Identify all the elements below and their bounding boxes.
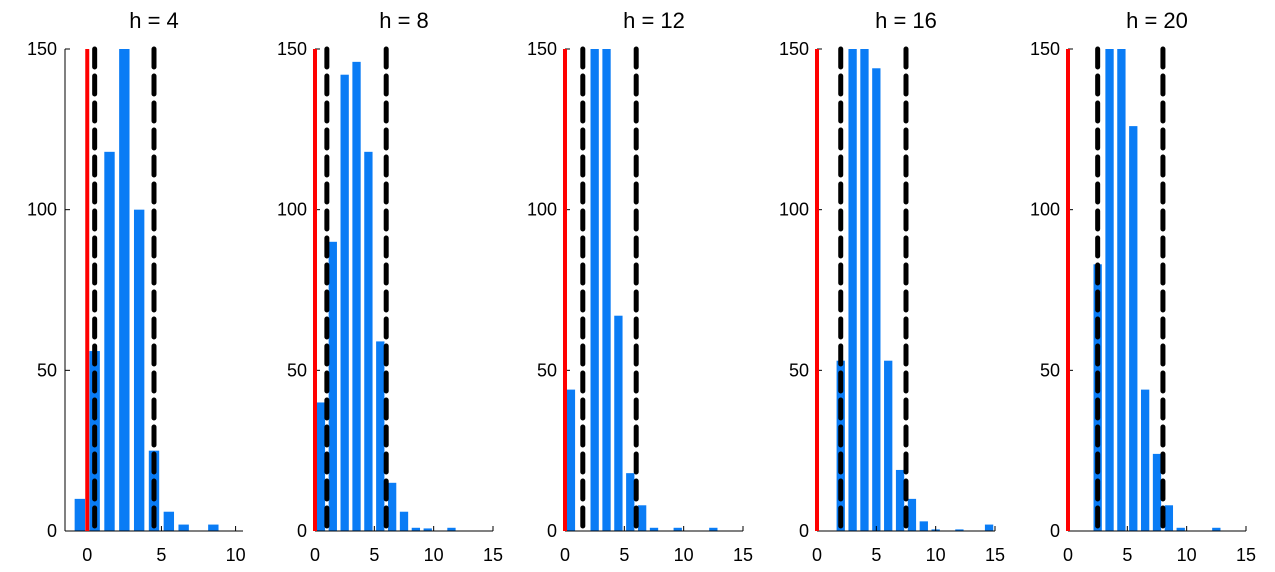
bar: [602, 49, 611, 531]
y-tick-label: 100: [27, 200, 57, 220]
bar: [955, 529, 964, 531]
bar: [423, 528, 432, 531]
bar: [1140, 389, 1150, 531]
panel-title: h = 4: [129, 8, 179, 33]
bar: [907, 498, 917, 531]
bar: [848, 49, 857, 531]
x-tick-label: 15: [985, 545, 1005, 565]
y-tick-label: 0: [547, 521, 557, 541]
bar: [340, 74, 349, 531]
bar: [1117, 49, 1126, 531]
bar: [376, 341, 385, 531]
y-tick-label: 100: [277, 200, 307, 220]
x-tick-label: 10: [926, 545, 946, 565]
bar: [1105, 49, 1114, 531]
y-tick-label: 50: [789, 360, 809, 380]
bar: [895, 469, 905, 531]
bar: [614, 315, 623, 531]
x-tick-label: 10: [424, 545, 444, 565]
y-tick-label: 100: [779, 200, 809, 220]
y-tick-label: 0: [47, 521, 57, 541]
x-tick-label: 5: [1122, 545, 1132, 565]
x-tick-label: 0: [1063, 545, 1073, 565]
x-tick-label: 0: [560, 545, 570, 565]
y-tick-label: 50: [537, 360, 557, 380]
bar: [1129, 126, 1138, 532]
bar: [399, 511, 409, 531]
x-tick-label: 0: [812, 545, 822, 565]
x-tick-label: 0: [310, 545, 320, 565]
bar: [387, 482, 397, 531]
bar: [133, 209, 145, 531]
bar: [566, 389, 576, 531]
y-tick-label: 150: [1030, 39, 1060, 59]
bar: [1212, 527, 1221, 531]
y-tick-label: 100: [1030, 200, 1060, 220]
y-tick-label: 150: [779, 39, 809, 59]
bar: [178, 524, 189, 531]
bar: [316, 402, 326, 531]
x-tick-label: 10: [674, 545, 694, 565]
bar: [709, 527, 718, 531]
bar: [637, 505, 647, 531]
x-tick-label: 15: [733, 545, 753, 565]
bar: [328, 241, 337, 532]
panel-title: h = 20: [1126, 8, 1188, 33]
x-tick-label: 5: [156, 545, 166, 565]
panel-title: h = 12: [623, 8, 685, 33]
x-tick-label: 15: [1236, 545, 1256, 565]
bar: [1164, 505, 1174, 531]
y-tick-label: 100: [527, 200, 557, 220]
bar: [352, 61, 361, 531]
x-tick-label: 15: [483, 545, 503, 565]
bar: [673, 527, 682, 531]
bar: [411, 527, 421, 531]
x-tick-label: 0: [82, 545, 92, 565]
panel-title: h = 8: [379, 8, 429, 33]
x-tick-label: 5: [619, 545, 629, 565]
x-tick-label: 5: [369, 545, 379, 565]
y-tick-label: 50: [287, 360, 307, 380]
bar: [872, 68, 881, 531]
bar: [626, 473, 635, 531]
bar: [364, 151, 373, 531]
y-tick-label: 50: [37, 360, 57, 380]
panel-title: h = 16: [875, 8, 937, 33]
x-tick-label: 10: [1177, 545, 1197, 565]
bar: [919, 521, 928, 531]
bar: [649, 527, 659, 531]
bar: [119, 49, 130, 531]
y-tick-label: 150: [27, 39, 57, 59]
bar: [860, 49, 869, 531]
y-tick-label: 50: [1040, 360, 1060, 380]
y-tick-label: 0: [297, 521, 307, 541]
y-tick-label: 150: [277, 39, 307, 59]
bar: [1152, 453, 1162, 531]
x-tick-label: 5: [871, 545, 881, 565]
y-tick-label: 150: [527, 39, 557, 59]
bar: [984, 524, 994, 531]
y-tick-label: 0: [799, 521, 809, 541]
bar: [447, 527, 456, 531]
bar: [1176, 527, 1185, 531]
bar: [884, 360, 893, 531]
bar: [74, 498, 86, 531]
x-tick-label: 10: [226, 545, 246, 565]
bar: [163, 511, 175, 531]
bar: [590, 49, 599, 531]
y-tick-label: 0: [1050, 521, 1060, 541]
bar: [208, 524, 219, 531]
bar: [104, 151, 115, 531]
